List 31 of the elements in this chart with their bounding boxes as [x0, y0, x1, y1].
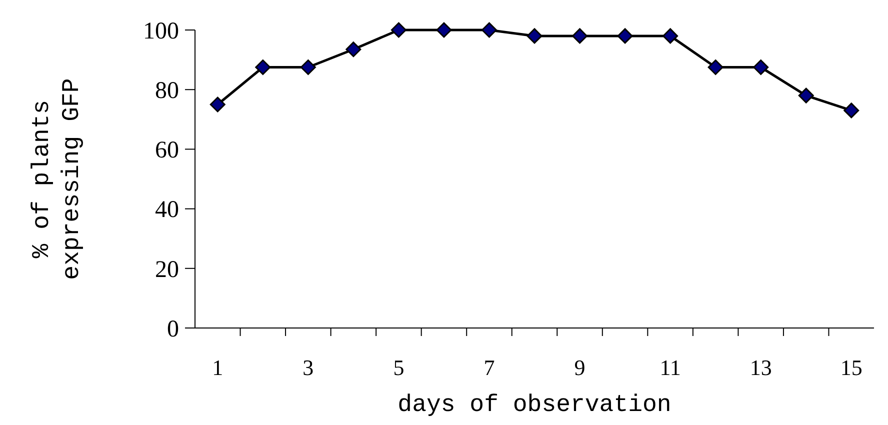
x-tick-label: 15 — [840, 355, 862, 380]
x-tick-label: 13 — [750, 355, 772, 380]
point — [572, 28, 588, 44]
point — [844, 102, 860, 118]
point — [390, 22, 406, 38]
point — [210, 96, 226, 112]
y-axis-title: % of plants expressing GFP — [29, 78, 86, 280]
x-tick-label: 7 — [484, 355, 495, 380]
x-tick-label: 5 — [393, 355, 404, 380]
y-tick-label: 100 — [143, 18, 179, 44]
point — [436, 22, 452, 38]
x-axis-title: days of observation — [398, 392, 672, 419]
point — [753, 60, 769, 75]
y-tick-label: 40 — [155, 197, 179, 224]
y-tick-label: 80 — [155, 78, 179, 104]
point — [300, 60, 316, 75]
point — [798, 88, 814, 104]
x-tick-label: 1 — [212, 355, 224, 380]
y-tick-label: 20 — [155, 256, 179, 283]
point — [617, 28, 633, 44]
x-tick-label: 3 — [302, 355, 314, 380]
y-tick-label: 60 — [155, 138, 179, 164]
point — [708, 60, 724, 75]
point — [481, 22, 497, 38]
y-tick-label: 0 — [167, 316, 179, 342]
point — [346, 42, 362, 58]
point — [662, 28, 678, 44]
point — [255, 60, 271, 75]
x-tick-label: 11 — [660, 355, 681, 380]
x-tick-label: 9 — [574, 355, 586, 380]
point — [526, 28, 542, 44]
